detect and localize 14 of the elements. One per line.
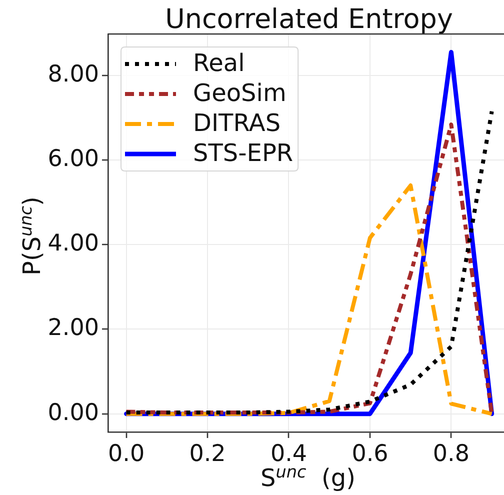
line-series [124, 183, 494, 416]
y-tick-label: 8.00 [48, 61, 99, 88]
x-tick-label: 0.2 [189, 440, 226, 467]
y-tick-label: 2.00 [48, 315, 99, 342]
x-tick-label: 0.0 [108, 440, 145, 467]
legend-label: STS-EPR [193, 139, 294, 168]
legend-label: DITRAS [193, 109, 281, 138]
y-tick-label: 0.00 [48, 400, 99, 426]
chart-title: Uncorrelated Entropy [165, 4, 453, 35]
legend-label: GeoSim [193, 79, 286, 108]
legend-label: Real [193, 49, 245, 78]
y-tick-label: 6.00 [48, 146, 99, 172]
y-tick-label: 4.00 [48, 230, 99, 257]
x-tick-label: 0.8 [432, 440, 470, 467]
